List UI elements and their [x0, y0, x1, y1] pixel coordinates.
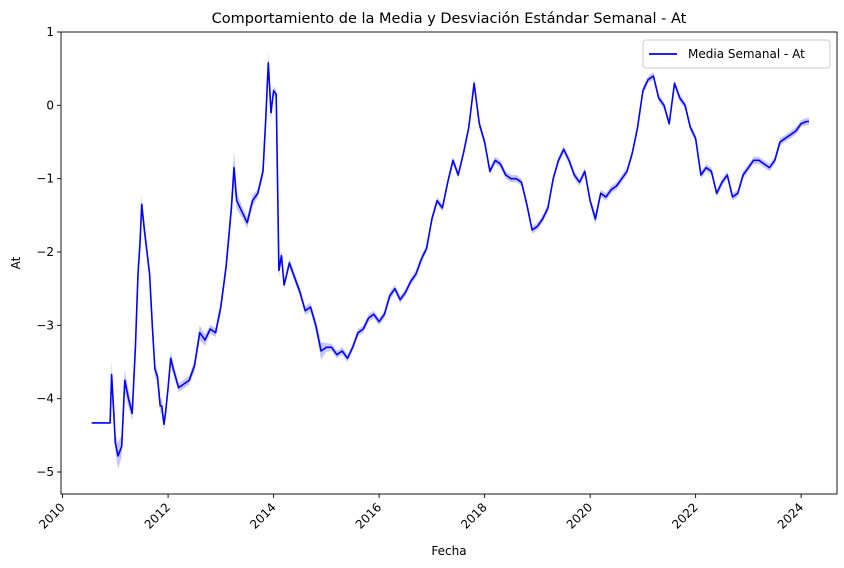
y-tick-label: −4 — [36, 392, 54, 406]
y-axis-label: At — [9, 256, 23, 269]
y-tick-label: −2 — [36, 245, 54, 259]
series-line — [91, 61, 809, 457]
y-tick-label: −5 — [36, 465, 54, 479]
y-axis: 1 0 −1 −2 −3 −4 −5 — [36, 25, 61, 479]
axes-frame — [60, 31, 838, 495]
legend: Media Semanal - At — [642, 39, 831, 69]
y-tick-label: −3 — [36, 318, 54, 332]
plot-area — [91, 51, 810, 470]
y-tick-label: 0 — [46, 98, 54, 112]
y-tick-label: 1 — [46, 25, 54, 39]
legend-box — [642, 39, 831, 69]
y-tick-label: −1 — [36, 172, 54, 186]
chart-title: Comportamiento de la Media y Desviación … — [212, 11, 687, 27]
x-axis-label: Fecha — [431, 544, 466, 558]
legend-label: Media Semanal - At — [688, 47, 805, 61]
